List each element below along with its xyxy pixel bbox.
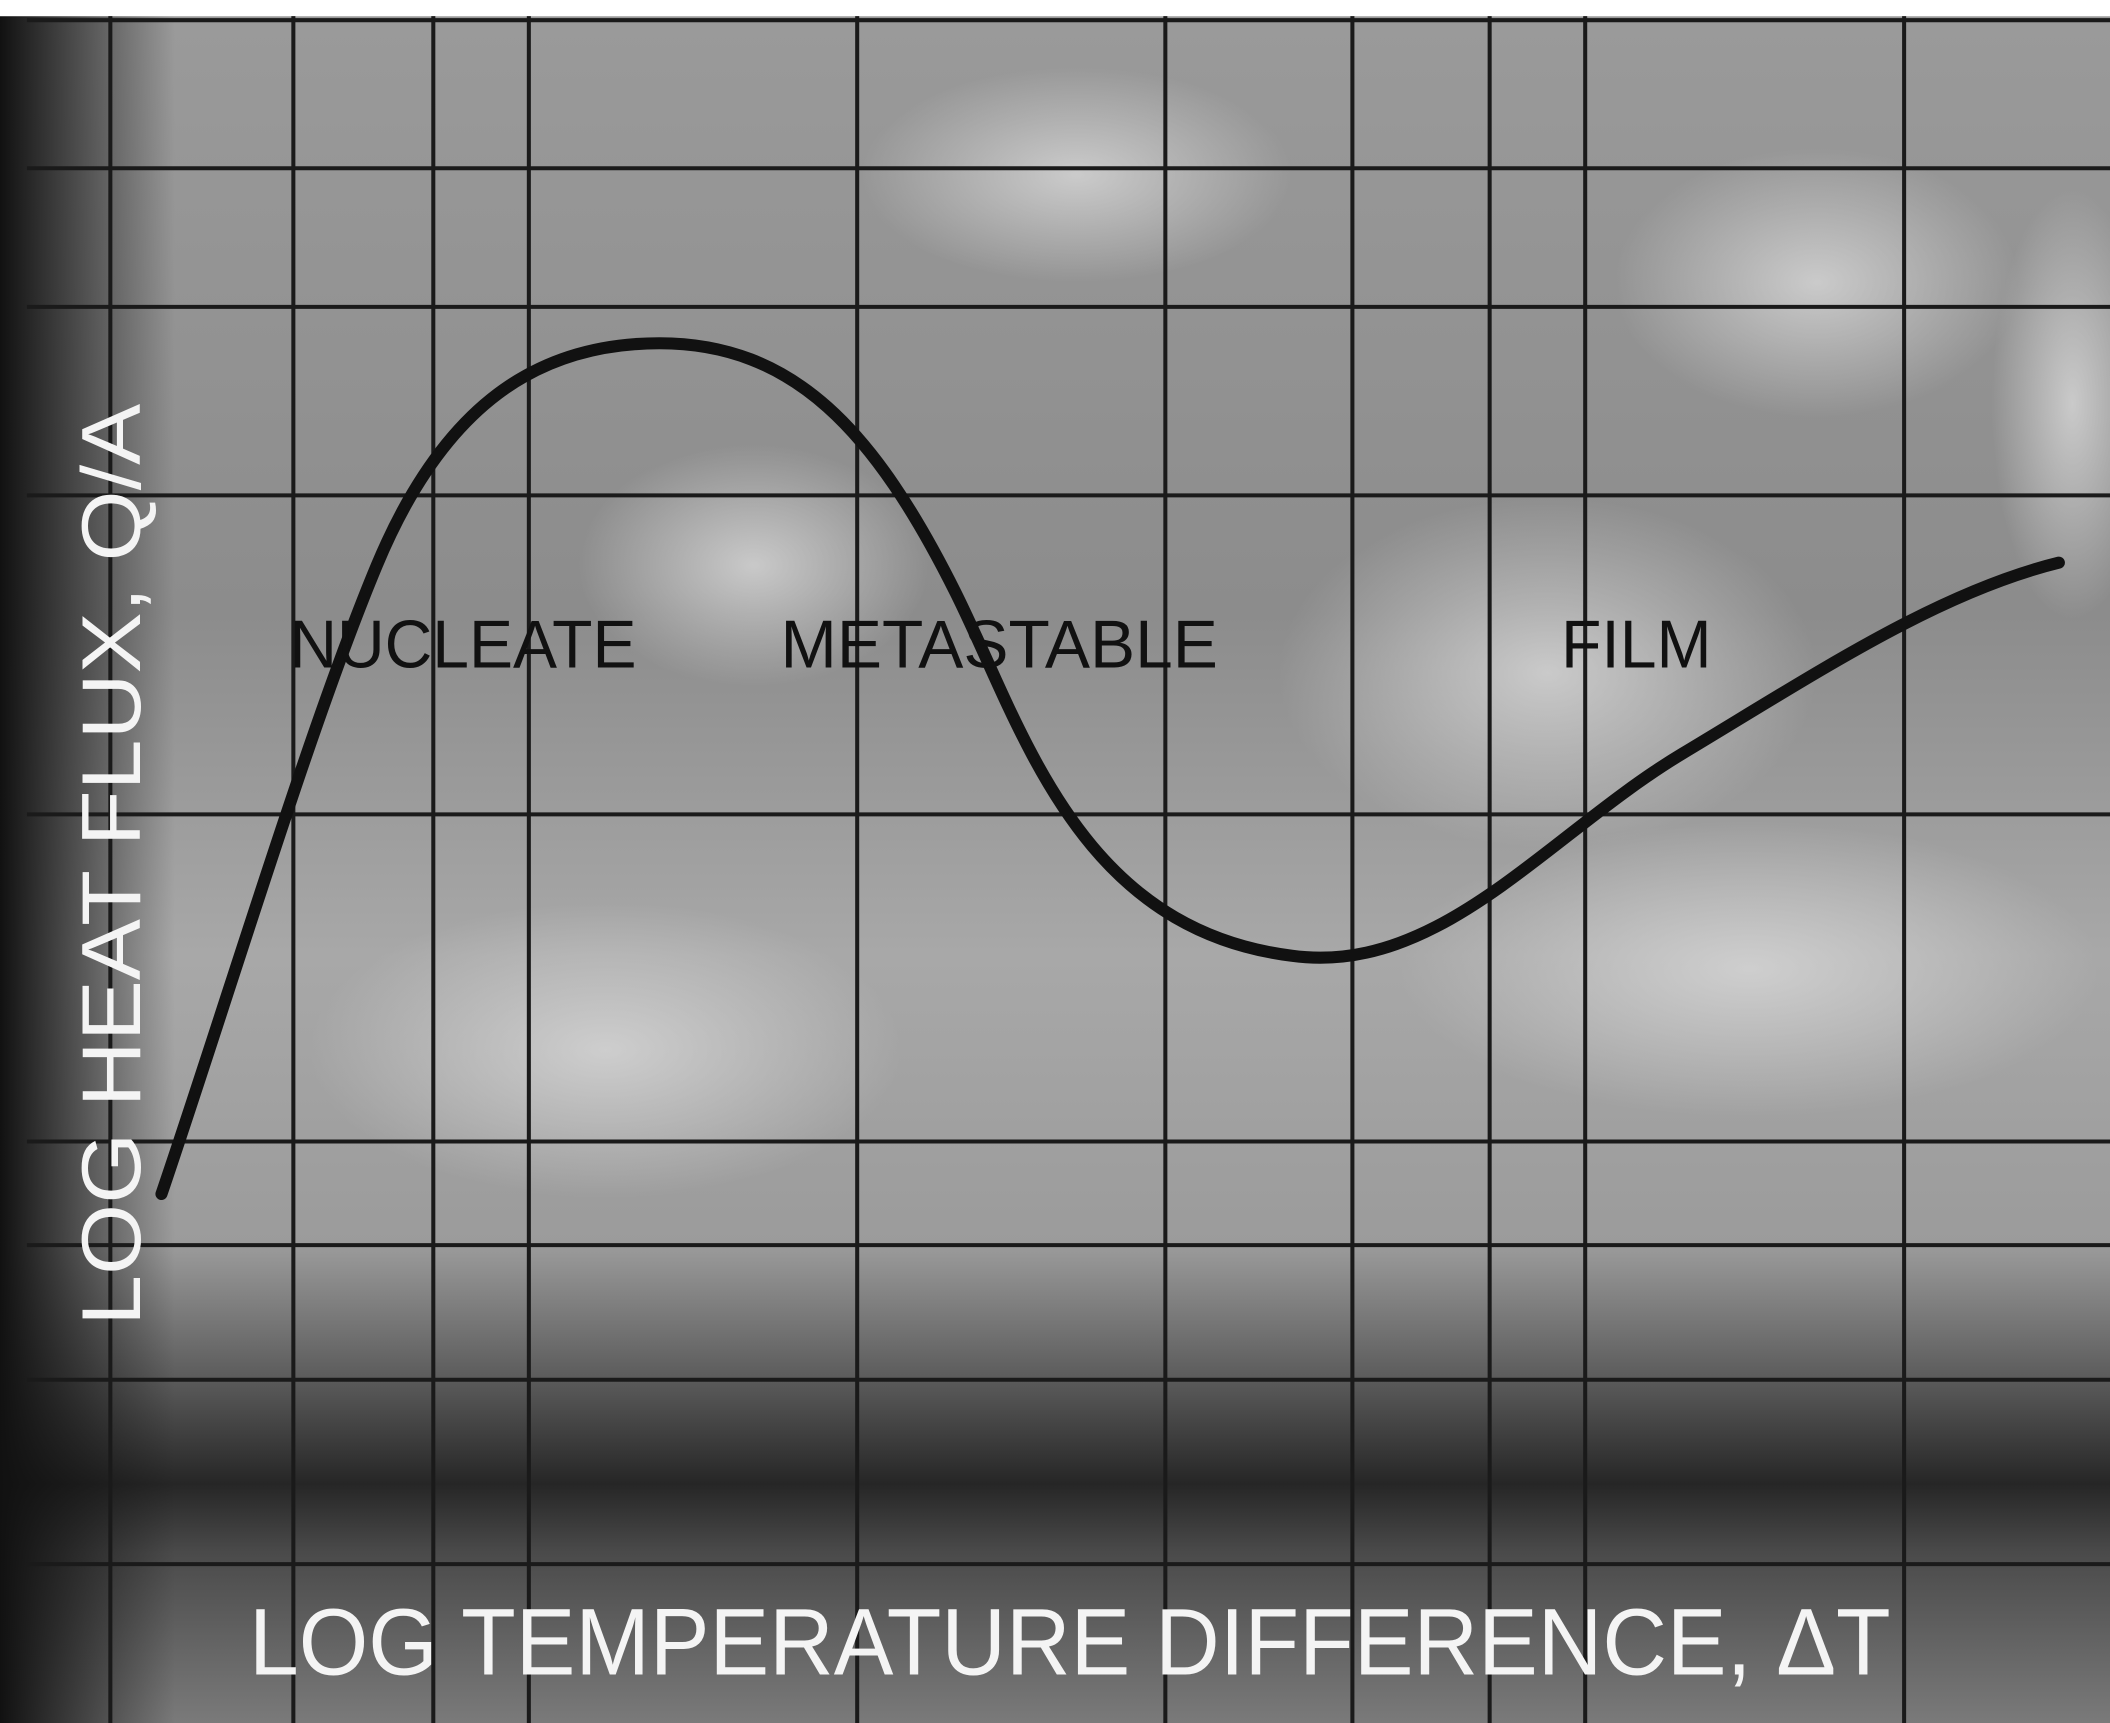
diagram: NUCLEATE METASTABLE FILM LOG HEAT FLUX, …: [0, 0, 2110, 1723]
page: NUCLEATE METASTABLE FILM LOG HEAT FLUX, …: [0, 0, 2110, 1723]
region-label: METASTABLE: [780, 608, 1217, 683]
y-axis-label: LOG HEAT FLUX, Q/A: [64, 403, 158, 1325]
region-label: NUCLEATE: [289, 608, 636, 683]
background-photo: [0, 0, 2110, 1723]
x-axis-label: LOG TEMPERATURE DIFFERENCE, ΔT: [249, 1590, 1891, 1695]
region-label: FILM: [1561, 608, 1712, 683]
